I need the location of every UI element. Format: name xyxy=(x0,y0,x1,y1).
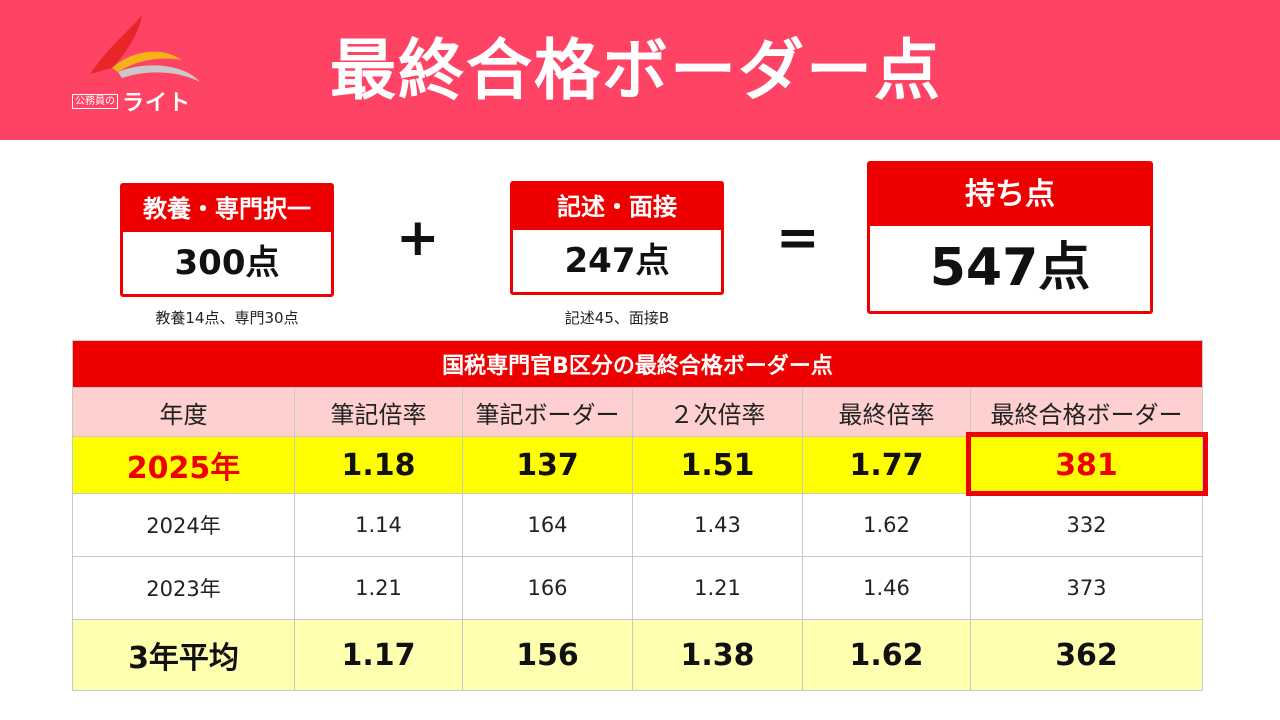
table-cell: 1.43 xyxy=(632,493,803,557)
table-cell: 166 xyxy=(462,556,633,620)
table-cell: 1.51 xyxy=(632,436,803,494)
table-header-row: 年度 筆記倍率 筆記ボーダー ２次倍率 最終倍率 最終合格ボーダー xyxy=(72,387,1203,437)
score-box-total: 持ち点 547点 xyxy=(867,161,1153,314)
table-cell: 164 xyxy=(462,493,633,557)
table-cell-average-label: 3年平均 xyxy=(72,619,295,691)
table-cell-year: 2025年 xyxy=(72,436,295,494)
column-header: 最終倍率 xyxy=(802,387,971,437)
table-cell: 1.14 xyxy=(294,493,463,557)
score-box-essay-interview: 記述・面接 247点 xyxy=(510,181,724,295)
score-box-label: 教養・専門択一 xyxy=(123,186,331,232)
score-box-written: 教養・専門択一 300点 xyxy=(120,183,334,297)
table-cell-final-border: 381 xyxy=(970,436,1203,494)
table-row: 2025年 1.18 137 1.51 1.77 381 xyxy=(72,436,1203,494)
table-cell: 1.77 xyxy=(802,436,971,494)
table-caption: 国税専門官B区分の最終合格ボーダー点 xyxy=(72,340,1203,388)
column-header: ２次倍率 xyxy=(632,387,803,437)
column-header: 筆記ボーダー xyxy=(462,387,633,437)
table-cell: 1.17 xyxy=(294,619,463,691)
table-row: 2023年 1.21 166 1.21 1.46 373 xyxy=(72,556,1203,620)
equals-operator: = xyxy=(776,208,820,268)
table-cell: 1.21 xyxy=(294,556,463,620)
table-cell-final-border: 373 xyxy=(970,556,1203,620)
highlight-frame xyxy=(966,432,1208,496)
column-header: 筆記倍率 xyxy=(294,387,463,437)
score-box-note: 教養14点、専門30点 xyxy=(155,309,299,327)
score-box-value: 247点 xyxy=(564,241,670,281)
logo-small-text: 公務員の xyxy=(72,93,118,109)
table-cell-final-border: 332 xyxy=(970,493,1203,557)
score-box-value: 547点 xyxy=(929,238,1091,298)
score-box-label: 記述・面接 xyxy=(513,184,721,230)
score-box-note: 記述45、面接B xyxy=(564,309,670,327)
header-banner: 公務員の ライト 最終合格ボーダー点 xyxy=(0,0,1280,140)
column-header: 最終合格ボーダー xyxy=(970,387,1203,437)
table-cell-year: 2024年 xyxy=(72,493,295,557)
table-cell: 1.18 xyxy=(294,436,463,494)
table-caption-row: 国税専門官B区分の最終合格ボーダー点 xyxy=(72,340,1203,388)
table-cell: 1.21 xyxy=(632,556,803,620)
logo-text: 公務員の ライト xyxy=(72,88,192,116)
table-cell: 137 xyxy=(462,436,633,494)
column-header: 年度 xyxy=(72,387,295,437)
table-cell: 156 xyxy=(462,619,633,691)
table-cell-final-border: 362 xyxy=(970,619,1203,691)
plus-operator: + xyxy=(396,208,440,268)
logo-brand-text: ライト xyxy=(122,91,192,116)
table-cell: 1.62 xyxy=(802,619,971,691)
table-cell: 1.38 xyxy=(632,619,803,691)
light-logo-icon xyxy=(90,14,200,82)
border-score-table: 国税専門官B区分の最終合格ボーダー点 年度 筆記倍率 筆記ボーダー ２次倍率 最… xyxy=(72,340,1203,691)
table-cell: 1.62 xyxy=(802,493,971,557)
table-cell: 1.46 xyxy=(802,556,971,620)
table-average-row: 3年平均 1.17 156 1.38 1.62 362 xyxy=(72,619,1203,691)
page-title: 最終合格ボーダー点 xyxy=(330,32,942,109)
score-box-label: 持ち点 xyxy=(870,164,1150,226)
score-box-value: 300点 xyxy=(174,243,280,283)
table-cell-year: 2023年 xyxy=(72,556,295,620)
table-row: 2024年 1.14 164 1.43 1.62 332 xyxy=(72,493,1203,557)
